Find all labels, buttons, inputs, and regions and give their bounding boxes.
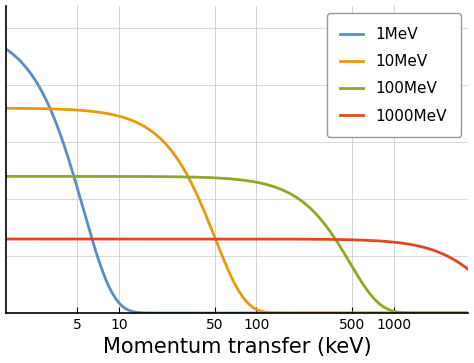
1000MeV bbox=[201, 237, 206, 241]
1000MeV bbox=[465, 268, 471, 272]
10MeV bbox=[407, 311, 412, 315]
Legend: 1MeV, 10MeV, 100MeV, 1000MeV: 1MeV, 10MeV, 100MeV, 1000MeV bbox=[327, 13, 461, 137]
X-axis label: Momentum transfer (keV): Momentum transfer (keV) bbox=[103, 338, 371, 358]
10MeV bbox=[456, 311, 462, 315]
1000MeV bbox=[3, 237, 9, 241]
1MeV bbox=[180, 311, 186, 315]
1MeV bbox=[3, 46, 9, 51]
1MeV bbox=[465, 311, 471, 315]
Line: 1000MeV: 1000MeV bbox=[6, 239, 468, 270]
100MeV bbox=[83, 174, 89, 179]
Line: 100MeV: 100MeV bbox=[6, 176, 468, 313]
1MeV bbox=[55, 127, 61, 131]
100MeV bbox=[180, 175, 186, 179]
100MeV bbox=[3, 174, 9, 179]
Line: 1MeV: 1MeV bbox=[6, 49, 468, 313]
10MeV bbox=[201, 207, 206, 211]
1MeV bbox=[278, 311, 283, 315]
10MeV bbox=[83, 109, 89, 113]
1000MeV bbox=[180, 237, 186, 241]
1000MeV bbox=[407, 242, 412, 246]
100MeV bbox=[407, 311, 412, 315]
1000MeV bbox=[55, 237, 61, 241]
10MeV bbox=[55, 107, 61, 111]
1000MeV bbox=[83, 237, 89, 241]
10MeV bbox=[3, 106, 9, 110]
100MeV bbox=[456, 311, 462, 315]
10MeV bbox=[410, 311, 415, 315]
Line: 10MeV: 10MeV bbox=[6, 108, 468, 313]
10MeV bbox=[180, 166, 186, 170]
100MeV bbox=[465, 311, 471, 315]
1MeV bbox=[456, 311, 462, 315]
1MeV bbox=[407, 311, 412, 315]
100MeV bbox=[55, 174, 61, 179]
1MeV bbox=[83, 216, 89, 220]
1000MeV bbox=[456, 261, 462, 265]
1MeV bbox=[201, 311, 206, 315]
100MeV bbox=[201, 175, 206, 180]
10MeV bbox=[465, 311, 471, 315]
